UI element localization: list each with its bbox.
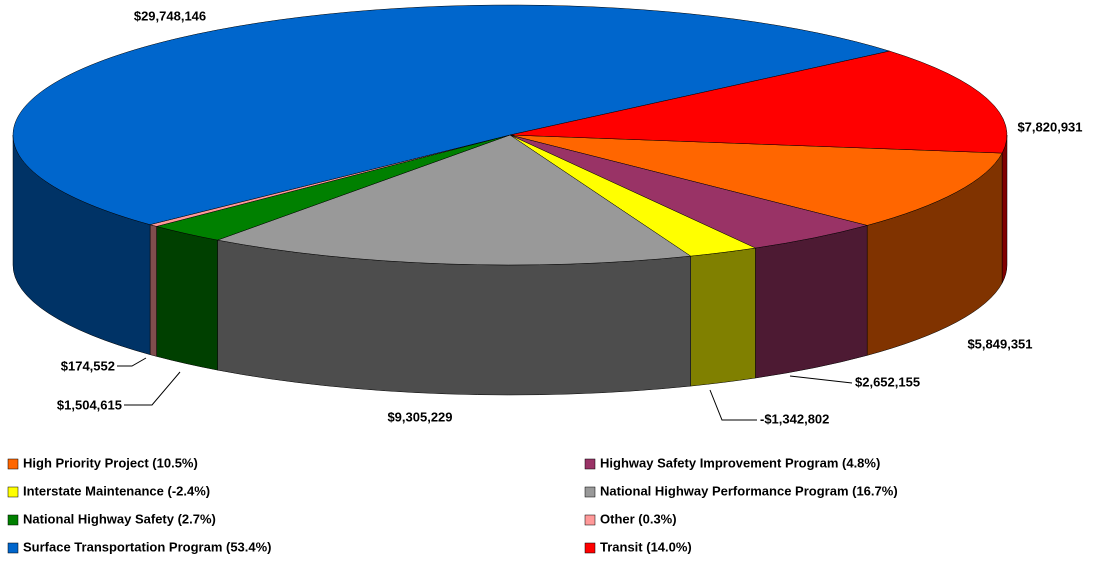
legend-label: Transit (14.0%) — [600, 539, 692, 554]
legend-label: Surface Transportation Program (53.4%) — [23, 539, 272, 554]
data-label: $9,305,229 — [387, 409, 452, 424]
legend-label: Interstate Maintenance (-2.4%) — [23, 483, 210, 498]
slice-side — [1001, 134, 1008, 284]
leader-line — [124, 371, 181, 406]
legend-label: National Highway Performance Program (16… — [600, 483, 898, 498]
slice — [509, 50, 1008, 154]
slice-side — [690, 247, 756, 387]
legend-label: High Priority Project (10.5%) — [23, 455, 198, 470]
leader-line — [789, 375, 853, 384]
legend-swatch — [584, 458, 596, 470]
slice-side — [149, 224, 157, 357]
leader-line — [709, 389, 757, 421]
legend-swatch — [7, 514, 19, 526]
data-label: -$1,342,802 — [760, 411, 829, 426]
slice — [12, 4, 891, 225]
slice-side — [755, 225, 868, 379]
legend-swatch — [7, 486, 19, 498]
slice-side — [156, 226, 218, 371]
data-label: $174,552 — [61, 358, 115, 373]
data-label: $1,504,615 — [57, 397, 122, 412]
legend-swatch — [584, 542, 596, 554]
legend-swatch — [7, 542, 19, 554]
slice — [216, 134, 692, 266]
data-label: $7,820,931 — [1017, 119, 1082, 134]
legend-label: Highway Safety Improvement Program (4.8%… — [600, 455, 880, 470]
data-label: $5,849,351 — [967, 336, 1032, 351]
data-label: $29,748,146 — [134, 8, 206, 23]
leader-line — [117, 357, 147, 367]
legend-swatch — [7, 458, 19, 470]
legend-swatch — [584, 514, 596, 526]
slice — [509, 134, 1003, 226]
legend-label: National Highway Safety (2.7%) — [23, 511, 216, 526]
legend-label: Other (0.3%) — [600, 511, 677, 526]
data-label: $2,652,155 — [855, 374, 920, 389]
legend-swatch — [584, 486, 596, 498]
